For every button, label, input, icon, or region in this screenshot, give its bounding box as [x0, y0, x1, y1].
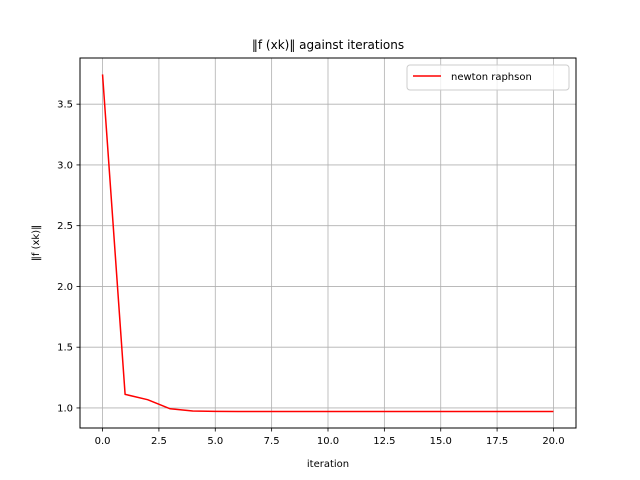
x-tick-label: 20.0	[542, 436, 564, 447]
x-tick-label: 0.0	[95, 436, 111, 447]
x-tick-label: 17.5	[486, 436, 508, 447]
y-tick-label: 2.0	[57, 282, 73, 293]
y-tick-label: 1.5	[57, 343, 73, 354]
series-line-newton-raphson	[101, 74, 554, 413]
x-axis-ticks: 0.0 2.5 5.0 7.5 10.0 12.5 15.0 17.5 20.0	[95, 428, 565, 447]
y-tick-label: 3.0	[57, 160, 73, 171]
legend-label-newton-raphson: newton raphson	[451, 72, 532, 83]
x-tick-label: 7.5	[264, 436, 280, 447]
y-axis-label: ‖f (xk)‖	[31, 225, 42, 261]
series-layer	[101, 74, 554, 413]
x-tick-label: 15.0	[430, 436, 452, 447]
x-tick-label: 5.0	[207, 436, 223, 447]
legend-box	[406, 64, 570, 91]
x-axis-label: iteration	[307, 459, 349, 470]
chart-title: ‖f (xk)‖ against iterations	[252, 38, 404, 52]
y-axis-ticks: 1.0 1.5 2.0 2.5 3.0 3.5	[57, 100, 80, 414]
grid	[80, 58, 576, 428]
y-tick-label: 2.5	[57, 221, 73, 232]
y-tick-label: 3.5	[57, 100, 73, 111]
x-tick-label: 10.0	[317, 436, 339, 447]
x-tick-label: 12.5	[373, 436, 395, 447]
x-tick-label: 2.5	[151, 436, 167, 447]
y-tick-label: 1.0	[57, 403, 73, 414]
legend: newton raphson	[406, 64, 570, 91]
